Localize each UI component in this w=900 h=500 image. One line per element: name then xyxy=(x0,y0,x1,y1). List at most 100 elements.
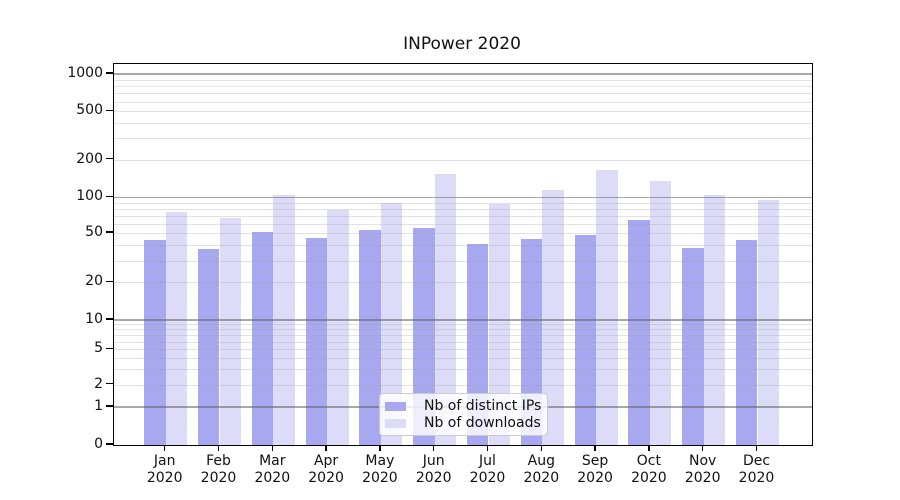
y-axis-tick-mark xyxy=(106,318,113,320)
x-axis-tick-mark xyxy=(433,445,435,451)
y-axis-tick-mark xyxy=(106,443,113,445)
plot-area xyxy=(113,63,813,446)
y-axis-tick-mark xyxy=(106,158,113,160)
plot-canvas xyxy=(114,64,812,445)
y-axis-tick-mark xyxy=(106,280,113,283)
gridline-major xyxy=(114,319,812,321)
legend-item: Nb of distinct IPs xyxy=(385,398,541,415)
gridline-minor xyxy=(114,260,812,262)
x-axis-tick-label: Sep 2020 xyxy=(577,453,613,486)
bar-downloads-apr xyxy=(327,209,349,445)
bar-ips-mar xyxy=(251,231,274,445)
gridline-major xyxy=(114,73,812,75)
bar-ips-oct xyxy=(628,220,650,445)
bar-downloads-dec xyxy=(757,200,780,445)
gridline-minor xyxy=(114,329,812,331)
x-axis-tick-mark xyxy=(217,445,220,451)
x-axis-tick-label: Oct 2020 xyxy=(631,453,667,486)
x-axis-tick-label: Apr 2020 xyxy=(308,453,344,486)
y-axis-tick-label: 100 xyxy=(76,188,103,205)
chart-title: INPower 2020 xyxy=(403,34,521,54)
y-axis-tick-label: 50 xyxy=(85,224,103,240)
x-axis-tick-mark xyxy=(648,445,650,451)
legend-swatch-downloads xyxy=(385,419,406,428)
y-axis-tick-label: 10 xyxy=(85,310,103,327)
x-axis-tick-mark xyxy=(325,445,327,451)
gridline-minor xyxy=(114,101,812,103)
gridline-minor xyxy=(114,384,812,386)
gridline-minor xyxy=(114,282,812,284)
x-axis-tick-label: Feb 2020 xyxy=(200,453,237,486)
y-axis-tick-mark xyxy=(106,382,113,385)
bar-ips-jan xyxy=(144,239,166,445)
bar-ips-dec xyxy=(735,239,758,445)
gridline-minor xyxy=(114,79,812,81)
x-axis-tick-mark xyxy=(486,445,489,451)
x-axis-tick-label: Aug 2020 xyxy=(523,453,560,486)
legend-label-downloads: Nb of downloads xyxy=(424,415,541,431)
gridline-minor xyxy=(114,123,812,125)
gridline-minor xyxy=(114,111,812,113)
gridline-minor xyxy=(114,335,812,337)
x-axis-tick-label: Jul 2020 xyxy=(469,453,506,486)
gridline-minor xyxy=(114,223,812,225)
bar-ips-nov xyxy=(682,247,704,445)
x-axis-tick-label: Jan 2020 xyxy=(146,453,183,486)
y-axis-tick-mark xyxy=(106,195,113,198)
x-axis-tick-label: May 2020 xyxy=(362,453,398,486)
y-axis-tick-mark xyxy=(106,109,113,112)
legend: Nb of distinct IPs Nb of downloads xyxy=(379,393,548,436)
y-axis-tick-label: 2 xyxy=(94,375,103,392)
gridline-minor xyxy=(114,202,812,204)
gridline-minor xyxy=(114,324,812,326)
legend-label-distinct-ips: Nb of distinct IPs xyxy=(424,398,542,414)
gridline-minor xyxy=(114,208,812,210)
y-axis-tick-label: 5 xyxy=(94,340,103,357)
bar-downloads-jun xyxy=(434,173,457,445)
gridline-minor xyxy=(114,357,812,359)
legend-item: Nb of downloads xyxy=(385,415,541,432)
x-axis-tick-label: Dec 2020 xyxy=(738,453,775,486)
bar-downloads-feb xyxy=(219,217,242,445)
gridline-minor xyxy=(114,86,812,88)
gridline-minor xyxy=(114,159,812,161)
gridline-major xyxy=(114,196,812,199)
gridline-minor xyxy=(114,245,812,247)
x-axis-tick-mark xyxy=(755,445,758,451)
gridline-minor xyxy=(114,341,812,343)
y-axis-tick-label: 500 xyxy=(76,102,103,119)
bar-downloads-aug xyxy=(542,190,564,445)
gridline-minor xyxy=(114,138,812,140)
y-axis-tick-label: 20 xyxy=(85,273,103,290)
x-axis-tick-mark xyxy=(379,445,381,451)
bar-ips-sep xyxy=(574,235,597,445)
y-axis-tick-mark xyxy=(106,405,113,407)
y-axis-tick-mark xyxy=(106,231,113,233)
gridline-minor xyxy=(114,93,812,95)
x-axis-tick-mark xyxy=(271,445,273,451)
gridline-minor xyxy=(114,369,812,371)
bar-downloads-may xyxy=(380,203,403,445)
bar-ips-jun xyxy=(413,228,435,445)
bar-downloads-jan xyxy=(165,212,188,445)
bar-ips-apr xyxy=(305,237,328,445)
y-axis-tick-label: 1000 xyxy=(67,64,103,81)
y-axis-tick-mark xyxy=(106,72,113,74)
gridline-minor xyxy=(114,215,812,217)
legend-swatch-distinct-ips xyxy=(385,402,406,411)
x-axis-tick-label: Nov 2020 xyxy=(684,453,721,486)
bar-ips-feb xyxy=(197,249,220,445)
y-axis-tick-label: 200 xyxy=(76,150,103,167)
y-axis-tick-label: 0 xyxy=(94,436,103,452)
x-axis-tick-mark xyxy=(702,445,704,451)
gridline-minor xyxy=(114,233,812,234)
bar-downloads-sep xyxy=(596,169,618,445)
bar-downloads-oct xyxy=(649,180,672,445)
x-axis-tick-mark xyxy=(540,445,542,451)
x-axis-tick-label: Mar 2020 xyxy=(254,453,291,486)
bar-downloads-jul xyxy=(488,203,511,445)
y-axis-tick-mark xyxy=(106,347,113,350)
x-axis-tick-mark xyxy=(164,445,166,451)
x-axis-tick-label: Jun 2020 xyxy=(415,453,452,486)
